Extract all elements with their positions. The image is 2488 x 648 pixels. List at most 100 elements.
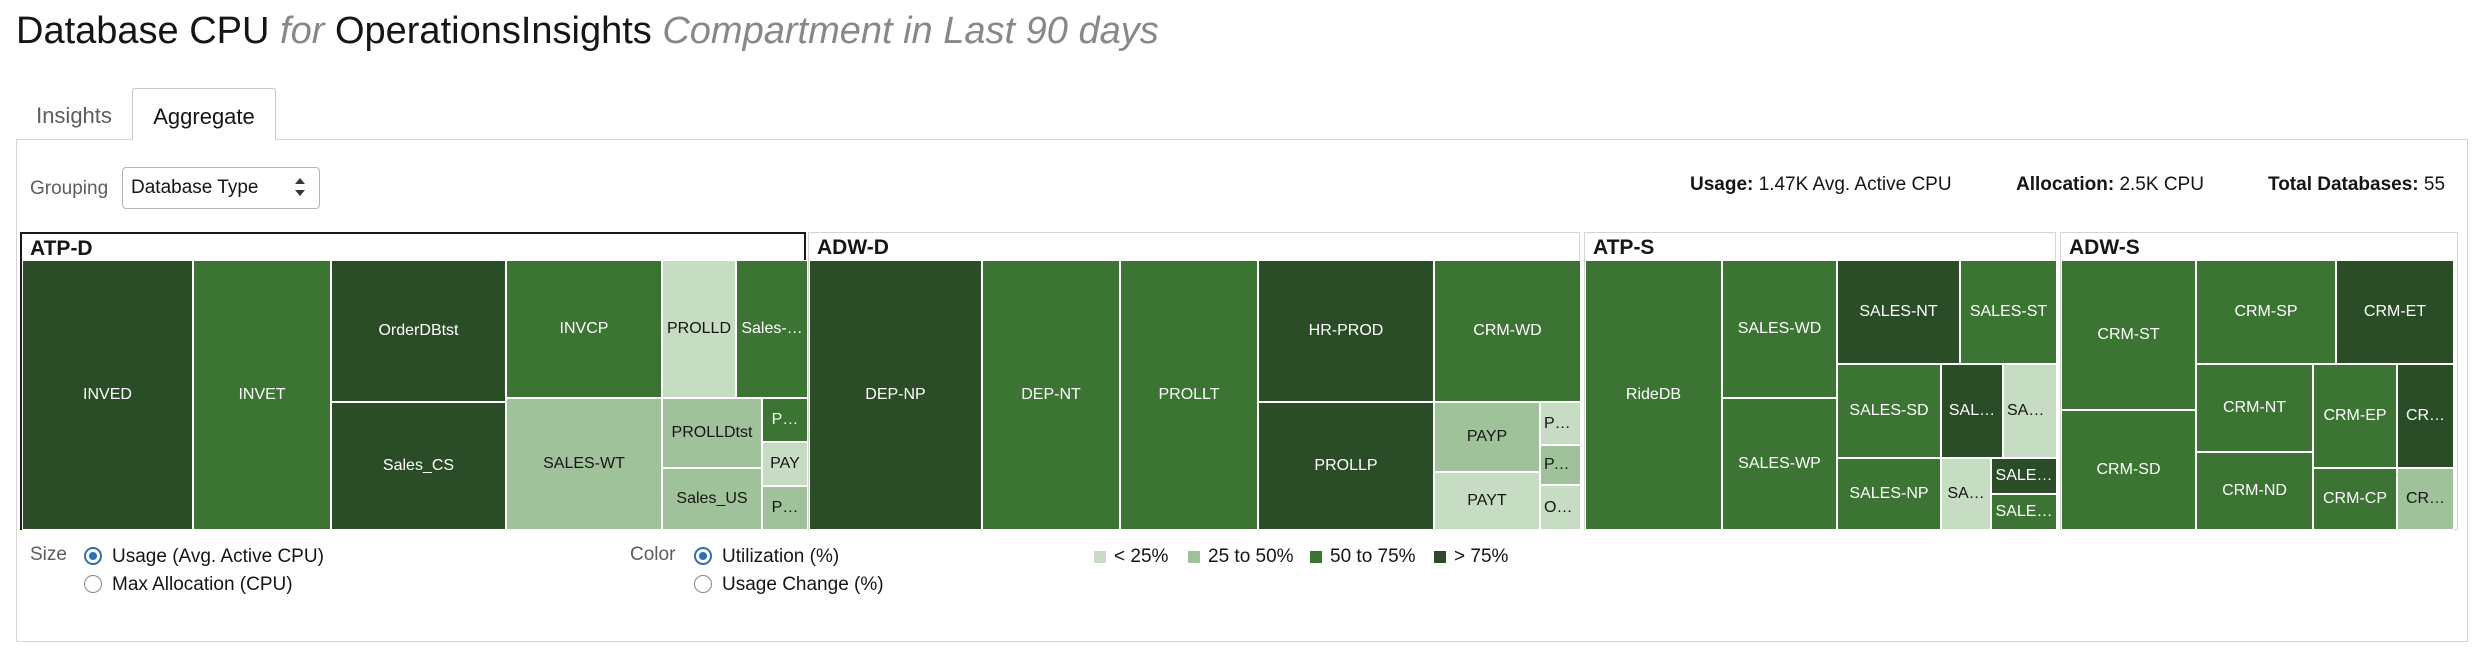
treemap-cell[interactable]: Sales_US: [662, 468, 762, 530]
treemap-cell[interactable]: CRM-ET: [2336, 260, 2454, 364]
treemap-cell[interactable]: RideDB: [1585, 260, 1722, 530]
treemap-cell[interactable]: SALES-WD: [1722, 260, 1837, 398]
treemap-cell[interactable]: Or…: [1540, 485, 1581, 530]
treemap-cell-label: SA…: [1947, 485, 1985, 502]
size-usage-radio[interactable]: [84, 547, 102, 565]
treemap-cell[interactable]: SALES-NP: [1837, 458, 1941, 530]
treemap-cell-label: SALES-NP: [1849, 485, 1929, 502]
treemap-cell[interactable]: CR…: [2397, 364, 2454, 468]
size-option-max-allocation[interactable]: Max Allocation (CPU): [84, 574, 344, 596]
allocation-stat-value: 2.5K CPU: [2119, 174, 2204, 195]
treemap-cell[interactable]: INVED: [22, 260, 193, 530]
treemap-cell-label: PAY: [770, 455, 800, 472]
size-label: Size: [30, 544, 67, 565]
treemap-cell[interactable]: Sales-…: [736, 260, 808, 398]
treemap-group-atp-d[interactable]: ATP-D INVED INVET OrderDBtst Sales_CS INVCP SA…: [20, 232, 808, 530]
treemap-cell[interactable]: PROLLD: [662, 260, 736, 398]
treemap-cell-label: PROLLT: [1158, 386, 1220, 403]
size-max-allocation-radio[interactable]: [84, 575, 102, 593]
treemap-cell-label: CR…: [2405, 407, 2446, 424]
color-option-utilization-label: Utilization (%): [722, 546, 840, 567]
treemap-cell-label: DEP-NP: [865, 386, 926, 403]
treemap-cell[interactable]: CR…: [2397, 468, 2454, 530]
aggregate-panel: [16, 139, 2468, 642]
title-compartment: OperationsInsights: [334, 10, 652, 52]
treemap-cell[interactable]: HR-PROD: [1258, 260, 1434, 402]
treemap-cell[interactable]: CRM-NT: [2196, 364, 2313, 452]
treemap-cell-label: SAL…: [2007, 402, 2054, 419]
legend-swatch-mid-high: [1310, 551, 1322, 563]
treemap-cell-label: CRM-CP: [2323, 490, 2387, 507]
grouping-select[interactable]: Database Type: [122, 167, 320, 209]
treemap-cell[interactable]: DEP-NT: [982, 260, 1120, 530]
treemap-cell[interactable]: CRM-WD: [1434, 260, 1581, 402]
color-usage-change-radio[interactable]: [694, 575, 712, 593]
treemap-cell[interactable]: CRM-SP: [2196, 260, 2336, 364]
treemap-cell[interactable]: P…: [762, 486, 808, 530]
color-utilization-radio[interactable]: [694, 547, 712, 565]
treemap-cell[interactable]: DEP-NP: [809, 260, 982, 530]
treemap-cell[interactable]: Sales_CS: [331, 402, 506, 530]
treemap-cell[interactable]: PAYT: [1434, 472, 1540, 530]
treemap-cell[interactable]: SALE…: [1991, 458, 2057, 494]
treemap-cell[interactable]: CRM-SD: [2061, 410, 2196, 530]
treemap-cell[interactable]: INVCP: [506, 260, 662, 398]
allocation-stat-label: Allocation:: [2016, 174, 2115, 195]
tab-insights[interactable]: Insights: [36, 103, 112, 128]
treemap-cell-label: SALES-ST: [1969, 303, 2048, 320]
treemap-cell[interactable]: CRM-EP: [2313, 364, 2397, 468]
treemap-cell-label: CR…: [2405, 490, 2446, 507]
treemap-group-adw-d[interactable]: ADW-D DEP-NP DEP-NT PROLLT HR-PROD PROLLP CRM-…: [808, 232, 1581, 530]
treemap-cell[interactable]: SAL…: [1941, 364, 2003, 458]
treemap-cell-label: SALES-WT: [543, 455, 625, 472]
treemap-cell[interactable]: SA…: [1941, 458, 1991, 530]
treemap-cell-label: RideDB: [1625, 386, 1682, 403]
grouping-label: Grouping: [30, 178, 109, 199]
treemap-cell-label: HR-PROD: [1308, 322, 1384, 339]
treemap-cell[interactable]: CRM-CP: [2313, 468, 2397, 530]
treemap-cell[interactable]: SALES-WP: [1722, 398, 1837, 530]
legend-swatch-mid-low: [1188, 551, 1200, 563]
legend-swatch-high: [1434, 551, 1446, 563]
treemap-cell-label: SALE…: [1995, 467, 2053, 484]
treemap-cell-label: SALE…: [1995, 503, 2053, 520]
treemap-cell[interactable]: PA…: [1540, 445, 1581, 485]
treemap-cell[interactable]: OrderDBtst: [331, 260, 506, 402]
treemap-cell[interactable]: PROLLDtst: [662, 398, 762, 468]
title-for: for: [280, 10, 325, 52]
treemap-cell[interactable]: CRM-ST: [2061, 260, 2196, 410]
total-databases-stat: Total Databases: 55: [2268, 174, 2445, 196]
treemap-cell-label: SALES-WD: [1737, 320, 1822, 337]
treemap-cell[interactable]: PAY: [762, 442, 808, 486]
size-option-usage[interactable]: Usage (Avg. Active CPU): [84, 546, 344, 568]
treemap-cell[interactable]: SALES-NT: [1837, 260, 1960, 364]
tab-aggregate[interactable]: Aggregate: [132, 88, 276, 140]
treemap-cell[interactable]: SALES-SD: [1837, 364, 1941, 458]
treemap-cell[interactable]: SAL…: [2003, 364, 2057, 458]
treemap-cell[interactable]: CRM-ND: [2196, 452, 2313, 530]
treemap-cell[interactable]: SALES-ST: [1960, 260, 2057, 364]
treemap-group-atp-s[interactable]: ATP-S RideDB SALES-WD SALES-WP SALES-NT SALES…: [1584, 232, 2057, 530]
treemap-cell[interactable]: SALES-WT: [506, 398, 662, 530]
treemap-cell-label: CRM-ST: [2097, 326, 2160, 343]
treemap-cell-label: Sales-…: [741, 320, 803, 337]
treemap-cell[interactable]: P…: [762, 398, 808, 442]
treemap-group-adw-s[interactable]: ADW-S CRM-ST CRM-SD CRM-SP CRM-ET CRM-NT CRM-E…: [2060, 232, 2458, 530]
legend-label-mid-low: 25 to 50%: [1208, 546, 1294, 567]
treemap-cell[interactable]: SALE…: [1991, 494, 2057, 530]
legend-label-mid-high: 50 to 75%: [1330, 546, 1416, 567]
treemap-cell[interactable]: INVET: [193, 260, 331, 530]
treemap-cell[interactable]: PROLLT: [1120, 260, 1258, 530]
treemap-cell[interactable]: Pa…: [1540, 402, 1581, 445]
color-option-utilization[interactable]: Utilization (%): [694, 546, 894, 568]
treemap-cell[interactable]: PROLLP: [1258, 402, 1434, 530]
treemap-cell[interactable]: PAYP: [1434, 402, 1540, 472]
page-title: Database CPU for OperationsInsights Comp…: [16, 10, 1159, 53]
treemap-cell-label: Sales_CS: [382, 457, 455, 474]
color-option-usage-change[interactable]: Usage Change (%): [694, 574, 894, 596]
treemap-cell-label: PROLLP: [1314, 457, 1378, 474]
treemap-cell-label: P…: [771, 411, 799, 428]
treemap-cell-label: INVET: [238, 386, 286, 403]
treemap-group-label: ADW-S: [2069, 236, 2140, 259]
treemap-group-label: ADW-D: [817, 236, 889, 259]
